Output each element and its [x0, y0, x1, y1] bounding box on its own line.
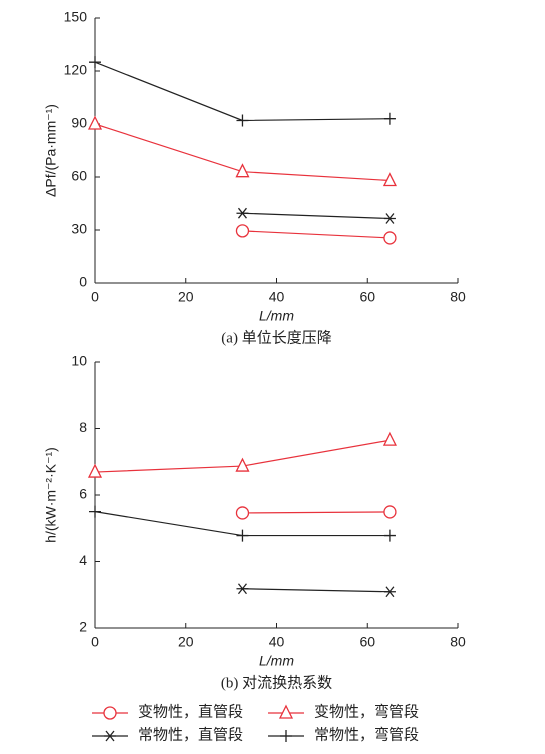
- legend-marker: [103, 706, 117, 720]
- x-tick-label: 40: [269, 634, 285, 650]
- marker: [89, 505, 101, 518]
- marker: [235, 506, 250, 520]
- y-tick-label: 30: [71, 221, 87, 237]
- x-tick-label: 80: [450, 634, 466, 650]
- y-axis-label: h/(kW·m⁻²·K⁻¹): [43, 447, 59, 543]
- y-tick-label: 90: [71, 115, 87, 131]
- marker: [383, 529, 396, 542]
- caption: (a) 单位长度压降: [221, 329, 331, 346]
- y-tick-label: 10: [71, 353, 87, 369]
- x-tick-label: 60: [359, 289, 375, 305]
- y-tick-label: 60: [71, 168, 87, 184]
- y-tick-label: 4: [79, 552, 87, 568]
- legend-label: 常物性，直管段: [138, 726, 243, 743]
- series-line: [242, 511, 390, 514]
- marker: [236, 529, 249, 542]
- y-tick-label: 6: [79, 486, 87, 502]
- y-tick-label: 8: [79, 419, 87, 435]
- y-tick-label: 0: [79, 274, 87, 290]
- series-line: [242, 212, 390, 220]
- y-tick-label: 120: [64, 62, 88, 78]
- x-tick-label: 80: [450, 289, 466, 305]
- legend-label: 常物性，弯管段: [314, 726, 419, 743]
- y-axis-label: ΔPf/(Pa·mm⁻¹): [43, 104, 59, 197]
- marker: [87, 463, 103, 478]
- marker: [236, 114, 249, 127]
- marker: [235, 457, 250, 472]
- y-tick-label: 150: [64, 9, 88, 25]
- legend-label: 变物性，弯管段: [314, 703, 419, 720]
- x-tick-label: 60: [359, 634, 375, 650]
- x-tick-label: 0: [91, 289, 99, 305]
- marker: [383, 586, 396, 598]
- x-tick-label: 0: [91, 634, 99, 650]
- marker: [383, 505, 397, 519]
- marker: [383, 231, 397, 245]
- legend-marker: [280, 730, 292, 742]
- x-tick-label: 20: [178, 634, 194, 650]
- marker: [383, 112, 396, 125]
- y-tick-label: 2: [79, 619, 87, 635]
- marker: [236, 583, 249, 595]
- legend-marker: [278, 704, 294, 719]
- marker: [235, 224, 250, 238]
- series-line: [242, 230, 390, 239]
- marker: [89, 56, 101, 69]
- marker: [382, 431, 397, 446]
- legend-marker: [104, 730, 116, 742]
- caption: (b) 对流换热系数: [221, 674, 332, 691]
- marker: [383, 213, 396, 224]
- legend-label: 变物性，直管段: [138, 703, 243, 720]
- marker: [87, 115, 103, 130]
- series-line: [242, 588, 390, 593]
- marker: [236, 207, 249, 219]
- x-axis-label: L/mm: [259, 308, 294, 324]
- x-tick-label: 20: [178, 289, 194, 305]
- x-axis-label: L/mm: [259, 653, 294, 669]
- series-line: [94, 61, 390, 122]
- marker: [382, 172, 397, 187]
- x-tick-label: 40: [269, 289, 285, 305]
- marker: [235, 163, 250, 178]
